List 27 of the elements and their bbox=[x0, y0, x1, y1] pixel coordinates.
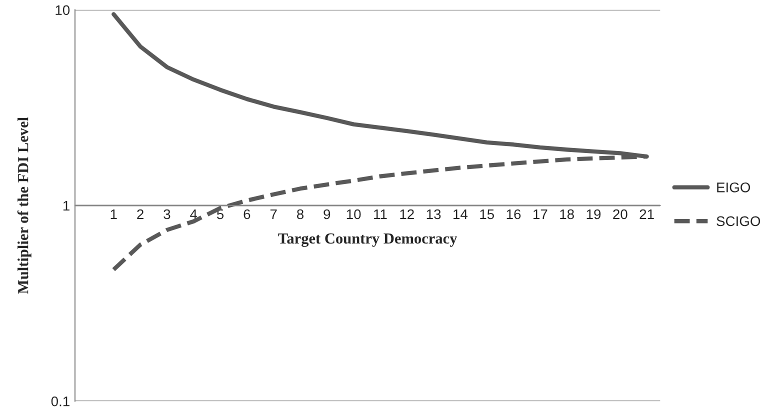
x-tick-label: 16 bbox=[506, 209, 521, 220]
x-tick-label: 3 bbox=[164, 209, 170, 220]
y-axis-title: Multiplier of the FDI Level bbox=[17, 117, 32, 294]
x-tick-label: 12 bbox=[400, 209, 414, 220]
x-tick-label: 17 bbox=[534, 209, 548, 220]
y-tick-label: 1 bbox=[63, 200, 70, 211]
x-tick-label: 11 bbox=[374, 209, 387, 220]
x-tick-label: 20 bbox=[613, 209, 628, 220]
x-tick-label: 15 bbox=[480, 209, 494, 220]
x-tick-label: 6 bbox=[244, 209, 250, 220]
x-tick-label: 7 bbox=[270, 209, 277, 220]
legend-label: EIGO bbox=[717, 182, 750, 192]
x-tick-label: 8 bbox=[296, 209, 304, 220]
x-tick-label: 1 bbox=[110, 209, 117, 220]
x-tick-label: 4 bbox=[190, 209, 198, 220]
y-tick-label: 0.1 bbox=[51, 396, 70, 406]
y-tick-label: 10 bbox=[56, 5, 70, 16]
x-tick-label: 14 bbox=[454, 209, 468, 220]
x-tick-label: 19 bbox=[586, 209, 601, 220]
x-tick-label: 13 bbox=[426, 209, 441, 220]
x-tick-label: 10 bbox=[346, 209, 361, 220]
x-tick-label: 21 bbox=[640, 209, 654, 220]
x-tick-label: 18 bbox=[560, 209, 574, 220]
x-tick-label: 2 bbox=[137, 209, 144, 220]
legend-label: SCIGO bbox=[716, 216, 760, 226]
x-tick-label: 9 bbox=[324, 209, 330, 220]
x-axis-title: Target Country Democracy bbox=[278, 233, 458, 247]
